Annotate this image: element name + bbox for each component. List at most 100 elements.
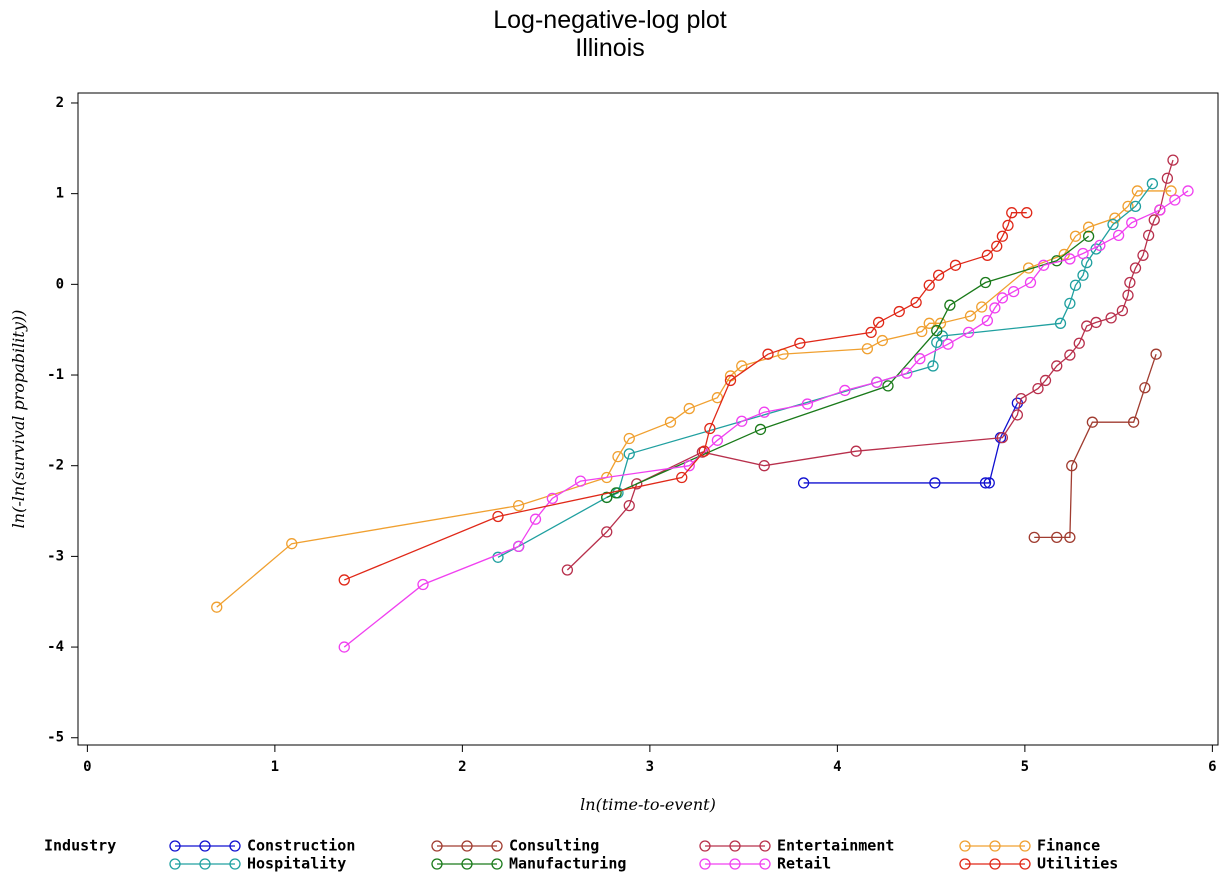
data-point [929,477,941,489]
data-point [882,380,894,392]
data-point [916,325,928,338]
series-line [803,402,1018,484]
data-point [932,269,945,281]
series-line [606,235,1090,499]
data-point [286,538,298,550]
data-point [529,513,542,525]
legend-marker [729,840,741,852]
data-point [1126,217,1138,229]
data-point [1148,214,1160,226]
legend-marker [759,858,771,870]
legend-label: Hospitality [247,855,346,873]
data-point [758,406,770,418]
data-point [1077,247,1089,260]
data-point [1081,320,1093,332]
data-point [683,460,695,472]
data-point [698,445,710,457]
data-point [736,415,748,427]
legend-label: Retail [777,855,831,873]
x-tick-label: 2 [458,759,466,775]
data-point [338,574,350,586]
chart-subtitle: Illinois [575,34,644,62]
data-point [492,510,504,523]
data-point [1154,204,1166,216]
data-point [1039,374,1052,387]
data-point [996,292,1009,304]
legend-marker [989,858,1001,870]
y-tick-label: -4 [47,639,64,655]
series-line [344,212,1027,581]
data-point [944,299,956,311]
data-point [976,301,988,313]
data-point [979,276,992,289]
legend-marker [491,840,503,852]
legend-marker [759,840,771,852]
data-point [1082,221,1095,233]
data-point [942,338,954,350]
legend-marker [959,858,971,870]
data-point [601,526,613,538]
data-point [962,326,975,339]
legend-marker [959,840,971,852]
y-tick-label: -3 [47,548,64,564]
legend-label: Utilities [1037,855,1118,873]
data-point [1146,178,1159,190]
data-point [1112,229,1125,242]
data-point [861,343,874,355]
data-point [991,240,1003,252]
data-point [871,376,883,388]
legend-marker [729,858,741,870]
data-point [901,367,913,379]
data-point [983,477,995,489]
data-point [893,305,905,318]
legend-label: Manufacturing [509,855,626,873]
data-point [931,324,943,337]
data-point [683,402,695,415]
data-point [1122,200,1134,213]
data-point [676,471,688,484]
data-point [927,360,939,372]
data-point [612,450,624,463]
y-tick-label: 0 [56,276,64,292]
x-tick-label: 6 [1208,759,1216,775]
legend-marker [229,858,241,870]
legend-marker [699,858,711,870]
data-point [989,302,1001,314]
data-point [979,477,992,489]
legend-marker [699,840,711,852]
data-point [1094,239,1106,251]
series-line [566,159,1174,571]
legend-marker [1019,858,1031,870]
data-point [623,448,635,460]
x-axis-label: ln(time-to-event) [580,795,716,814]
data-point [1105,312,1117,324]
data-point [1082,230,1095,242]
data-point [512,540,525,553]
x-tick-label: 5 [1021,759,1029,775]
data-point [561,564,574,576]
data-point [1129,200,1142,213]
data-point [211,601,223,613]
data-point [801,398,814,410]
data-point [1122,289,1134,301]
data-point [1064,349,1076,361]
data-point [546,492,559,504]
data-point [711,392,724,404]
data-point [623,432,635,445]
data-point [1054,317,1067,329]
data-point [1116,304,1129,317]
legend-marker [431,858,443,870]
data-point [1069,230,1082,242]
data-point [1006,207,1018,219]
data-point [754,423,767,436]
legend-marker [169,858,181,870]
x-tick-label: 0 [83,759,91,775]
legend-marker [199,840,211,852]
data-point [1131,185,1144,197]
data-point [1139,382,1151,394]
data-point [1107,218,1119,231]
data-point [1024,276,1037,289]
data-point [996,431,1009,444]
data-point [949,259,962,271]
data-point [601,491,613,504]
